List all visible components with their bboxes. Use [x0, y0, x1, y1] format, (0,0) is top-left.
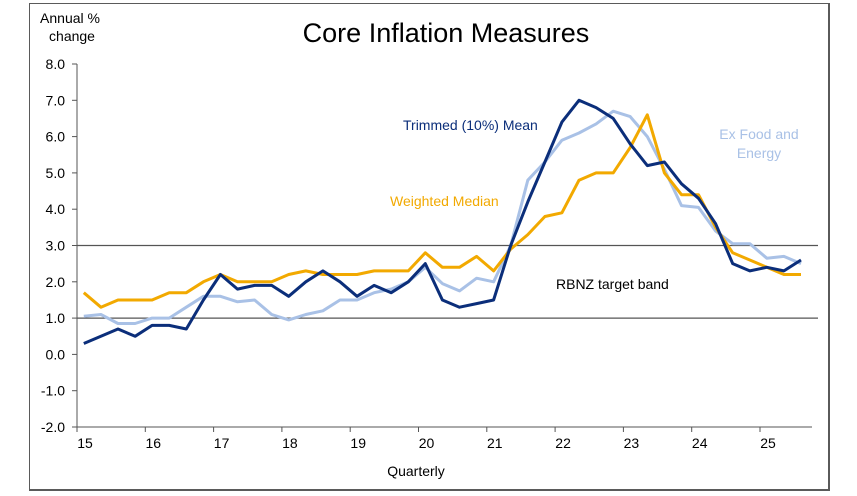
y-tick-label: -2.0 [41, 419, 65, 435]
weighted-median-line [82, 113, 801, 309]
x-tick-label: 19 [350, 435, 366, 451]
x-tick-label: 23 [624, 435, 640, 451]
y-tick-label: 7.0 [46, 92, 66, 108]
y-tick-label: 5.0 [46, 165, 66, 181]
ex-food-and-energy-line [83, 109, 802, 325]
y-tick-label: 1.0 [46, 310, 66, 326]
trimmed-10-mean-line [83, 98, 802, 345]
series-label: Weighted Median [390, 193, 499, 209]
y-tick-label: 3.0 [46, 238, 66, 254]
y-tick-label: 4.0 [46, 201, 66, 217]
y-tick-label: 8.0 [46, 56, 66, 72]
x-tick-label: 24 [692, 435, 708, 451]
y-axis-label-line2: change [49, 28, 95, 44]
x-tick-label: 15 [77, 435, 93, 451]
y-tick-label: 0.0 [46, 346, 66, 362]
x-tick-label: 17 [214, 435, 230, 451]
x-tick-label: 16 [146, 435, 162, 451]
series-label: Energy [737, 145, 781, 161]
axes: 8.0 7.0 6.0 5.0 4.0 3.0 2.0 1.0 0.0 -1.0 -2.0 15 16 1… [41, 56, 818, 451]
series-label: Ex Food and [719, 126, 798, 142]
series-labels: Ex Food and Energy Weighted Median Trimmed … [390, 117, 799, 292]
x-tick-label: 25 [760, 435, 776, 451]
x-tick-label: 20 [419, 435, 435, 451]
chart-frame [29, 3, 830, 491]
chart-title: Core Inflation Measures [303, 18, 590, 48]
series-group [82, 98, 802, 345]
target-band-label: RBNZ target band [556, 276, 669, 292]
x-axis-label: Quarterly [387, 463, 445, 479]
y-tick-label: -1.0 [41, 383, 65, 399]
x-tick-label: 22 [555, 435, 571, 451]
y-tick-label: 2.0 [46, 274, 66, 290]
x-tick-label: 18 [282, 435, 298, 451]
series-label: Trimmed (10%) Mean [403, 117, 538, 133]
x-tick-label: 21 [487, 435, 503, 451]
y-tick-label: 6.0 [46, 129, 66, 145]
y-axis-label-line1: Annual % [40, 10, 100, 26]
